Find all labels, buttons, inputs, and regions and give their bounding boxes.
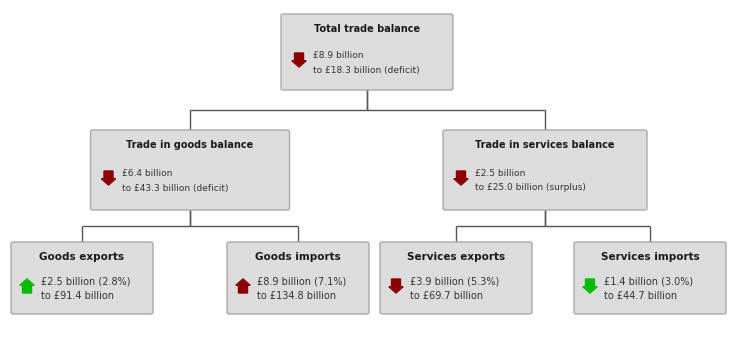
Text: to £134.8 billion: to £134.8 billion	[257, 291, 336, 301]
Text: £1.4 billion (3.0%): £1.4 billion (3.0%)	[604, 277, 693, 287]
Text: to £69.7 billion: to £69.7 billion	[410, 291, 483, 301]
Text: £8.9 billion: £8.9 billion	[313, 52, 363, 61]
Polygon shape	[236, 279, 250, 293]
Text: £2.5 billion (2.8%): £2.5 billion (2.8%)	[41, 277, 131, 287]
Text: Services exports: Services exports	[407, 252, 505, 262]
Polygon shape	[389, 279, 403, 293]
Polygon shape	[454, 171, 468, 185]
Text: to £44.7 billion: to £44.7 billion	[604, 291, 677, 301]
Polygon shape	[292, 53, 306, 67]
Text: £2.5 billion: £2.5 billion	[475, 170, 526, 179]
Text: to £43.3 billion (deficit): to £43.3 billion (deficit)	[123, 184, 229, 193]
FancyBboxPatch shape	[90, 130, 289, 210]
Polygon shape	[583, 279, 597, 293]
FancyBboxPatch shape	[574, 242, 726, 314]
FancyBboxPatch shape	[443, 130, 647, 210]
Text: to £18.3 billion (deficit): to £18.3 billion (deficit)	[313, 66, 420, 75]
Text: £8.9 billion (7.1%): £8.9 billion (7.1%)	[257, 277, 346, 287]
Text: Goods exports: Goods exports	[40, 252, 125, 262]
FancyBboxPatch shape	[281, 14, 453, 90]
Text: to £91.4 billion: to £91.4 billion	[41, 291, 114, 301]
Text: £6.4 billion: £6.4 billion	[123, 170, 173, 179]
Polygon shape	[20, 279, 34, 293]
Text: £3.9 billion (5.3%): £3.9 billion (5.3%)	[410, 277, 499, 287]
FancyBboxPatch shape	[11, 242, 153, 314]
Text: Trade in goods balance: Trade in goods balance	[126, 140, 254, 150]
Polygon shape	[101, 171, 116, 185]
Text: to £25.0 billion (surplus): to £25.0 billion (surplus)	[475, 184, 586, 193]
Text: Trade in services balance: Trade in services balance	[475, 140, 615, 150]
Text: Services imports: Services imports	[600, 252, 700, 262]
Text: Goods imports: Goods imports	[255, 252, 341, 262]
FancyBboxPatch shape	[227, 242, 369, 314]
FancyBboxPatch shape	[380, 242, 532, 314]
Text: Total trade balance: Total trade balance	[314, 24, 420, 34]
